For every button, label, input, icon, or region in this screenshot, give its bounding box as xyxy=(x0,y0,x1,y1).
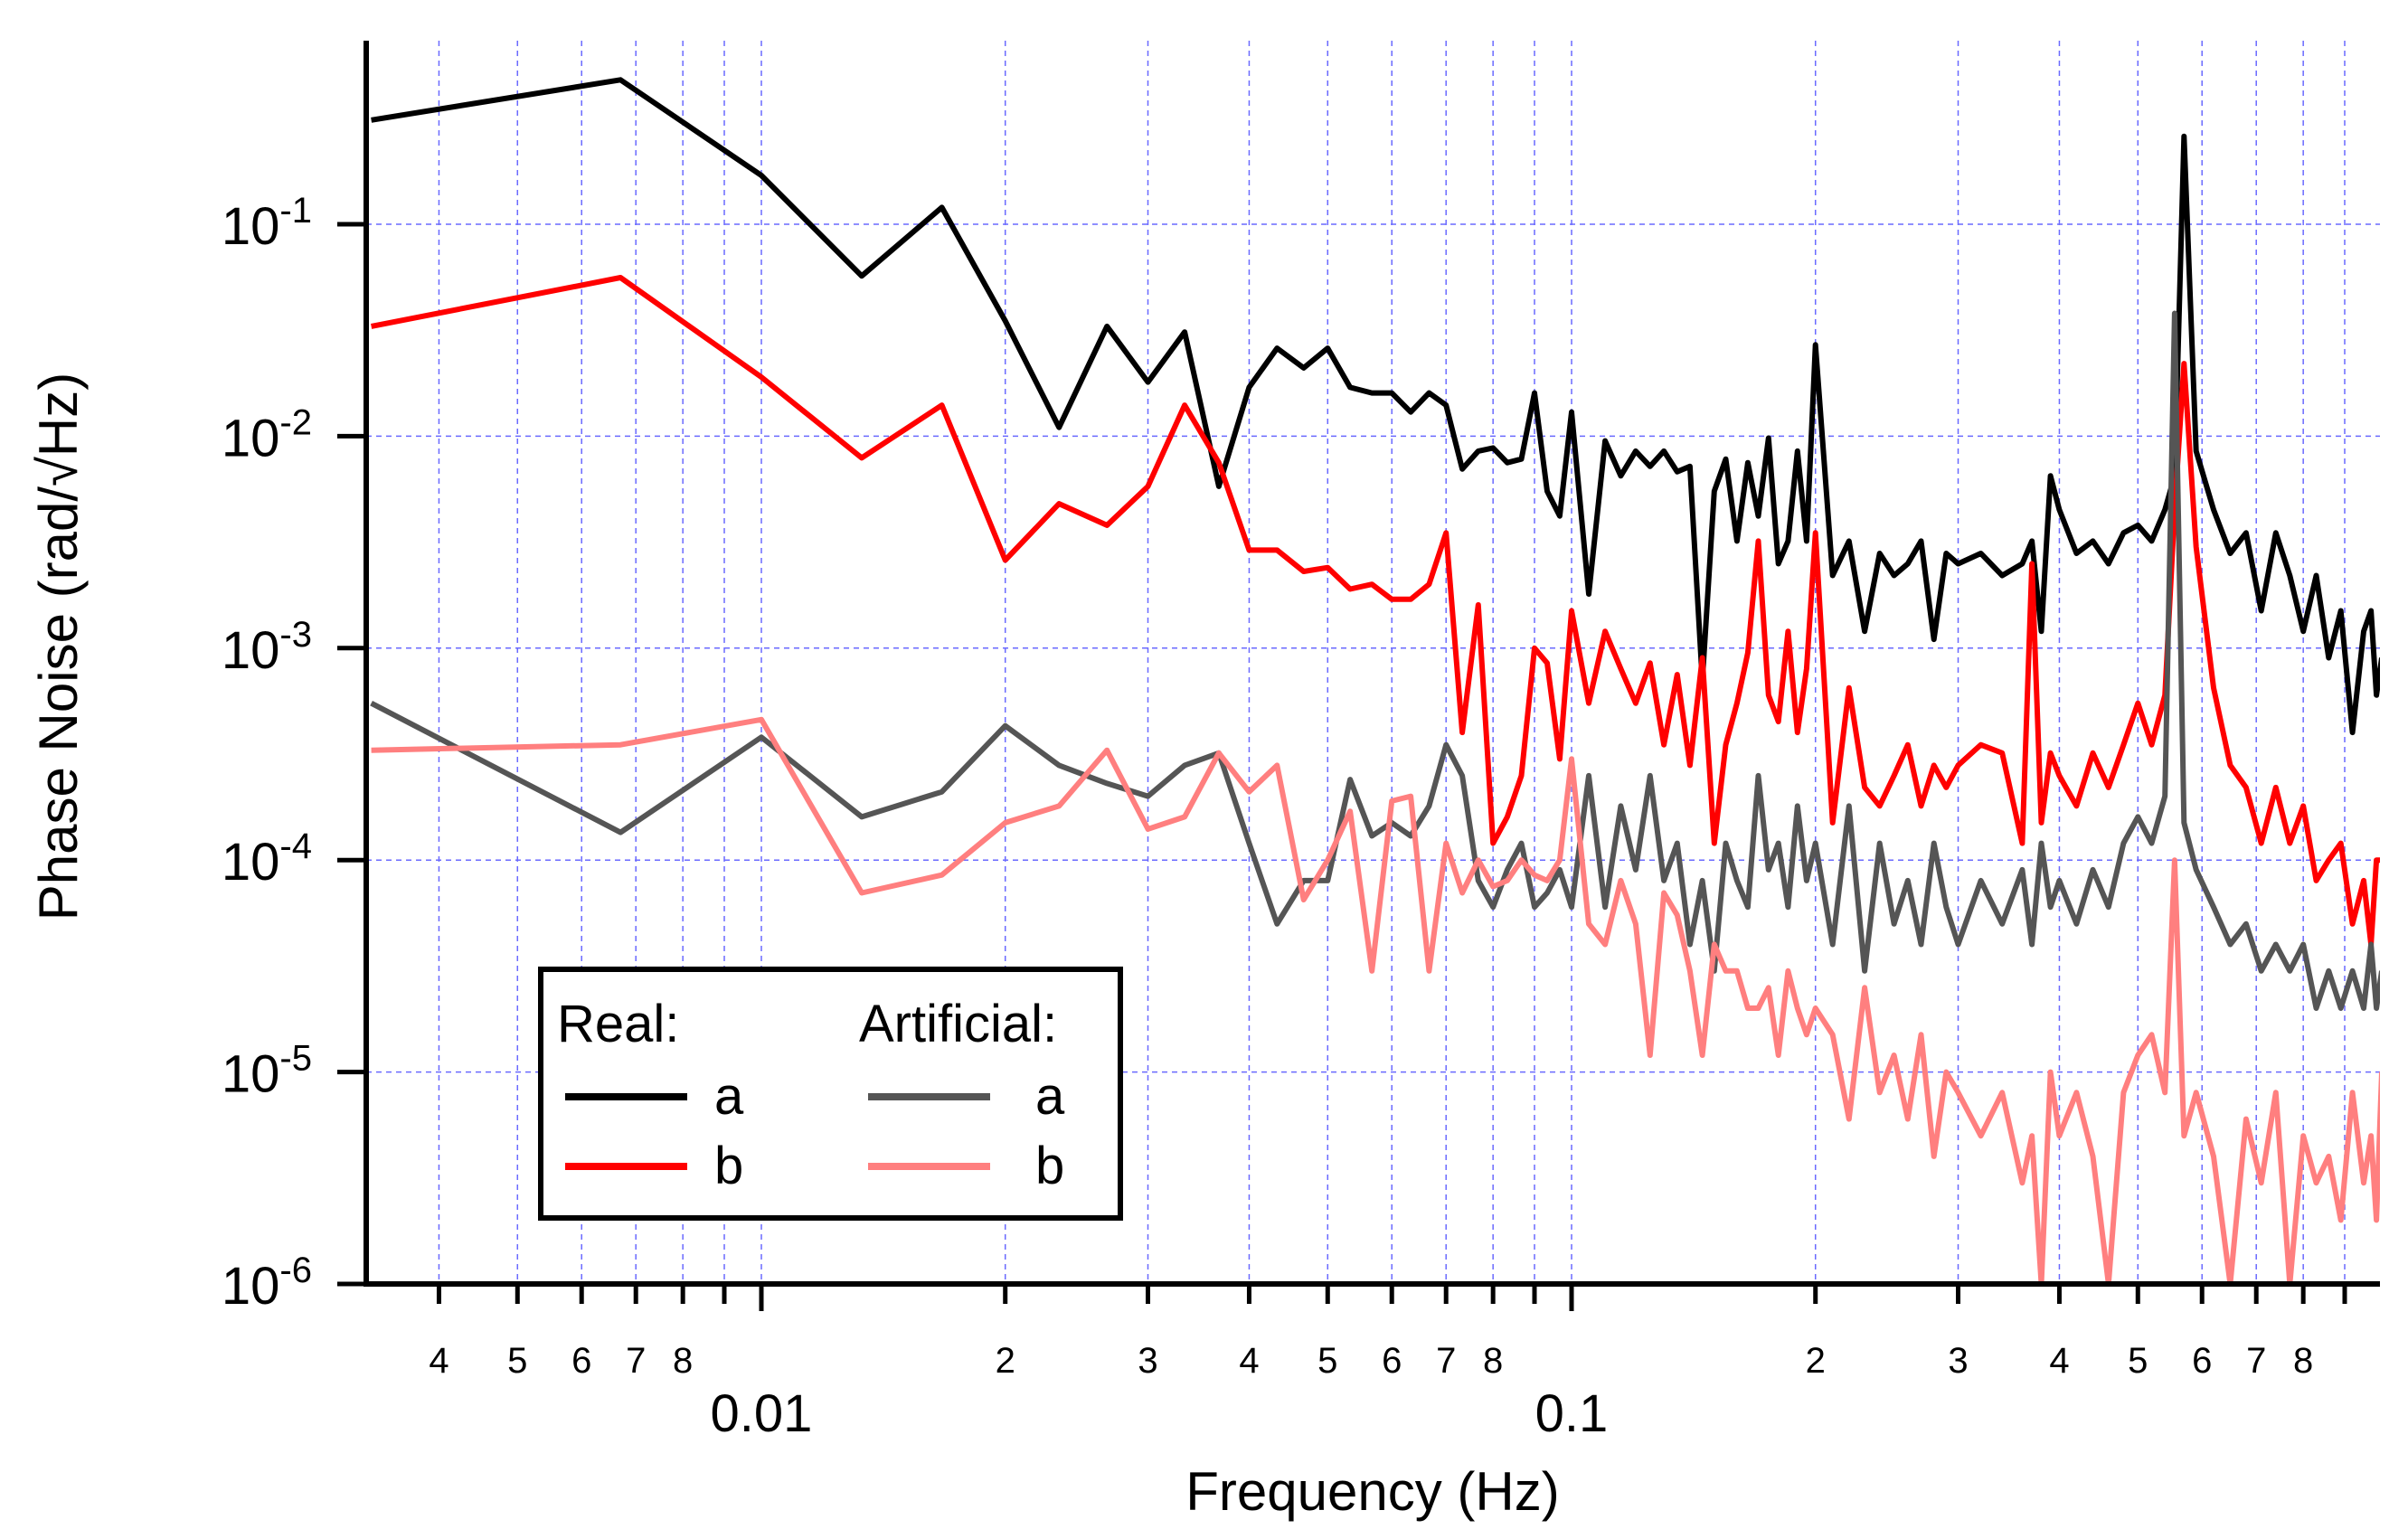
series-lines xyxy=(370,77,2380,1284)
grid-lines xyxy=(366,41,2380,1285)
legend-label-real-b: b xyxy=(714,1137,743,1195)
x-minor-tick-label: 4 xyxy=(429,1341,449,1381)
x-minor-tick-label: 3 xyxy=(1948,1341,1968,1381)
x-minor-tick-label: 8 xyxy=(1483,1341,1503,1381)
axes xyxy=(364,41,2380,1287)
x-minor-tick-label: 8 xyxy=(673,1341,693,1381)
x-major-tick-label: 0.01 xyxy=(711,1384,813,1443)
legend-label-artificial-a: a xyxy=(1035,1067,1065,1126)
tick-labels: 4 5 6 7 8 2 3 4 5 6 7 8 2 3 4 5 6 7 80.01 0.110-610-510-410… xyxy=(222,191,2313,1443)
legend-heading-artificial: Artificial: xyxy=(859,995,1057,1053)
legend-label-artificial-b: b xyxy=(1035,1137,1064,1195)
x-minor-tick-label: 5 xyxy=(2128,1341,2148,1381)
x-minor-tick-label: 2 xyxy=(996,1341,1015,1381)
x-minor-tick-label: 5 xyxy=(507,1341,527,1381)
x-axis-title: Frequency (Hz) xyxy=(1185,1461,1559,1522)
x-minor-tick-label: 8 xyxy=(2293,1341,2313,1381)
x-minor-tick-label: 6 xyxy=(2192,1341,2212,1381)
y-tick-label: 10-5 xyxy=(222,1039,312,1104)
series-line-real_a xyxy=(371,77,2380,736)
x-minor-tick-label: 5 xyxy=(1317,1341,1337,1381)
y-tick-label: 10-2 xyxy=(222,402,312,467)
series-line-real_b xyxy=(371,275,2380,948)
x-minor-tick-label: 7 xyxy=(626,1341,646,1381)
series-line-art_a xyxy=(370,310,2380,1011)
y-tick-label: 10-3 xyxy=(222,615,312,680)
legend-label-real-a: a xyxy=(714,1067,744,1126)
tick-marks xyxy=(337,222,2347,1311)
x-minor-tick-label: 7 xyxy=(1436,1341,1456,1381)
series-line-art_b xyxy=(371,716,2380,1284)
legend-heading-real: Real: xyxy=(557,995,679,1053)
x-minor-tick-label: 4 xyxy=(2049,1341,2069,1381)
x-minor-tick-label: 6 xyxy=(1382,1341,1402,1381)
x-minor-tick-label: 2 xyxy=(1806,1341,1826,1381)
y-axis-title: Phase Noise (rad/√Hz) xyxy=(28,373,89,920)
x-minor-tick-label: 3 xyxy=(1138,1341,1157,1381)
x-minor-tick-label: 7 xyxy=(2246,1341,2266,1381)
legend: Real: Artificial: a b a b xyxy=(538,967,1123,1221)
x-major-tick-label: 0.1 xyxy=(1535,1384,1609,1443)
y-tick-label: 10-6 xyxy=(222,1251,312,1316)
x-minor-tick-label: 4 xyxy=(1239,1341,1259,1381)
y-tick-label: 10-1 xyxy=(222,191,312,256)
y-tick-label: 10-4 xyxy=(222,826,312,892)
x-minor-tick-label: 6 xyxy=(571,1341,591,1381)
